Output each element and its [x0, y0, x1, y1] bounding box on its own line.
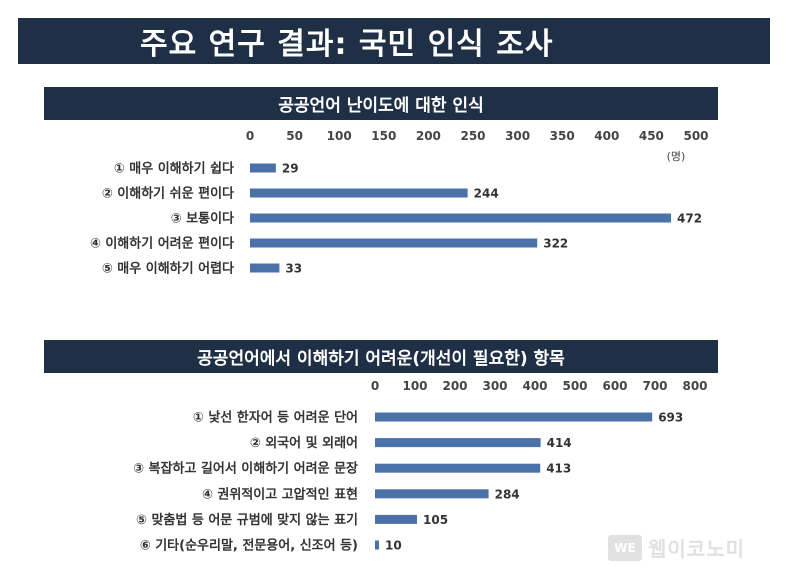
category-label: ⑤ 맞춤법 등 어문 규범에 맞지 않는 표기: [136, 512, 358, 528]
value-label: 284: [495, 487, 520, 501]
value-label: 10: [385, 539, 402, 553]
x-tick-label: 600: [602, 379, 627, 393]
x-tick-label: 100: [327, 129, 352, 143]
value-label: 414: [547, 436, 572, 450]
value-label: 693: [658, 411, 683, 425]
bar: [375, 438, 541, 448]
value-label: 322: [543, 237, 568, 251]
watermark: WE 웹이코노미: [608, 533, 745, 562]
bar: [250, 263, 280, 273]
x-tick-label: 350: [550, 129, 575, 143]
unit-label: (명): [667, 150, 686, 163]
category-label: ③ 보통이다: [171, 211, 234, 227]
value-label: 413: [546, 462, 571, 476]
x-tick-label: 400: [594, 129, 619, 143]
value-label: 105: [423, 513, 448, 527]
watermark-logo-icon: WE: [608, 534, 642, 561]
category-label: ① 매우 이해하기 쉽다: [114, 161, 234, 177]
category-label: ② 이해하기 쉬운 편이다: [102, 186, 234, 202]
x-tick-label: 0: [246, 129, 254, 143]
value-label: 472: [677, 212, 702, 226]
value-label: 29: [282, 162, 299, 176]
category-label: ③ 복잡하고 길어서 이해하기 어려운 문장: [133, 461, 358, 477]
bar: [250, 163, 276, 173]
watermark-text: 웹이코노미: [648, 537, 745, 561]
x-tick-label: 300: [482, 379, 507, 393]
chart-1-title: 공공언어 난이도에 대한 인식: [44, 87, 718, 120]
category-label: ⑤ 매우 이해하기 어렵다: [102, 261, 234, 277]
x-tick-label: 500: [562, 379, 587, 393]
x-tick-label: 200: [442, 379, 467, 393]
category-label: ② 외국어 및 외래어: [250, 435, 358, 451]
x-tick-label: 800: [682, 379, 707, 393]
value-label: 244: [474, 187, 499, 201]
bar: [375, 463, 541, 473]
x-tick-label: 50: [286, 129, 303, 143]
x-tick-label: 400: [522, 379, 547, 393]
chart-1-difficulty: 0 50 100 150 200 250 300 350 400 450 500 (명) ① 매우 이해…: [90, 129, 709, 277]
x-tick-label: 100: [402, 379, 427, 393]
x-tick-label: 700: [642, 379, 667, 393]
bar: [250, 188, 468, 198]
bar: [375, 489, 489, 499]
bar: [375, 540, 379, 550]
bar: [375, 412, 653, 422]
x-tick-label: 450: [639, 129, 664, 143]
bar: [250, 238, 538, 248]
bar: [250, 213, 672, 223]
bar: [375, 514, 417, 524]
category-label: ④ 이해하기 어려운 편이다: [90, 236, 234, 252]
value-label: 33: [285, 262, 302, 276]
x-tick-label: 250: [460, 129, 485, 143]
x-tick-label: 200: [416, 129, 441, 143]
category-label: ① 낯선 한자어 등 어려운 단어: [193, 410, 358, 426]
x-tick-label: 500: [683, 129, 708, 143]
category-label: ④ 권위적이고 고압적인 표현: [202, 486, 358, 502]
category-label: ⑥ 기타(순우리말, 전문용어, 신조어 등): [140, 538, 358, 554]
chart-2-title: 공공언어에서 이해하기 어려운(개선이 필요한) 항목: [44, 340, 718, 373]
page-title: 주요 연구 결과: 국민 인식 조사: [18, 18, 770, 64]
x-tick-label: 150: [371, 129, 396, 143]
x-tick-label: 0: [371, 379, 379, 393]
x-tick-label: 300: [505, 129, 530, 143]
